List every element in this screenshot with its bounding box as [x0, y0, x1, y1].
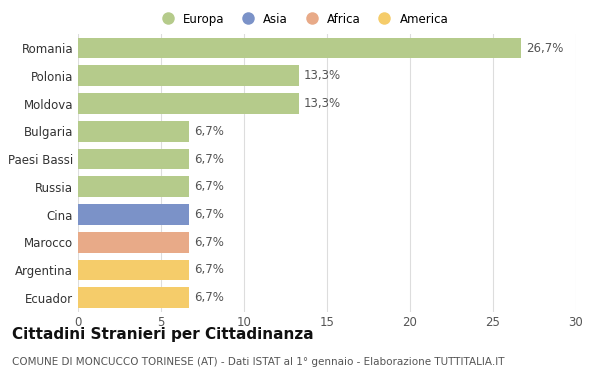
Bar [78, 65, 299, 86]
Text: 13,3%: 13,3% [304, 97, 341, 110]
Bar [78, 93, 299, 114]
Text: 6,7%: 6,7% [194, 291, 224, 304]
Legend: Europa, Asia, Africa, America: Europa, Asia, Africa, America [156, 13, 448, 25]
Text: 6,7%: 6,7% [194, 263, 224, 277]
Text: 13,3%: 13,3% [304, 69, 341, 82]
Text: 6,7%: 6,7% [194, 236, 224, 249]
Text: 26,7%: 26,7% [526, 41, 563, 55]
Text: COMUNE DI MONCUCCO TORINESE (AT) - Dati ISTAT al 1° gennaio - Elaborazione TUTTI: COMUNE DI MONCUCCO TORINESE (AT) - Dati … [12, 357, 505, 367]
Text: 6,7%: 6,7% [194, 152, 224, 166]
Bar [78, 121, 189, 142]
Bar [78, 232, 189, 253]
Bar [78, 149, 189, 169]
Text: 6,7%: 6,7% [194, 208, 224, 221]
Text: Cittadini Stranieri per Cittadinanza: Cittadini Stranieri per Cittadinanza [12, 327, 314, 342]
Bar [78, 176, 189, 197]
Bar [78, 287, 189, 308]
Text: 6,7%: 6,7% [194, 180, 224, 193]
Bar [78, 38, 521, 59]
Bar [78, 260, 189, 280]
Text: 6,7%: 6,7% [194, 125, 224, 138]
Bar [78, 204, 189, 225]
